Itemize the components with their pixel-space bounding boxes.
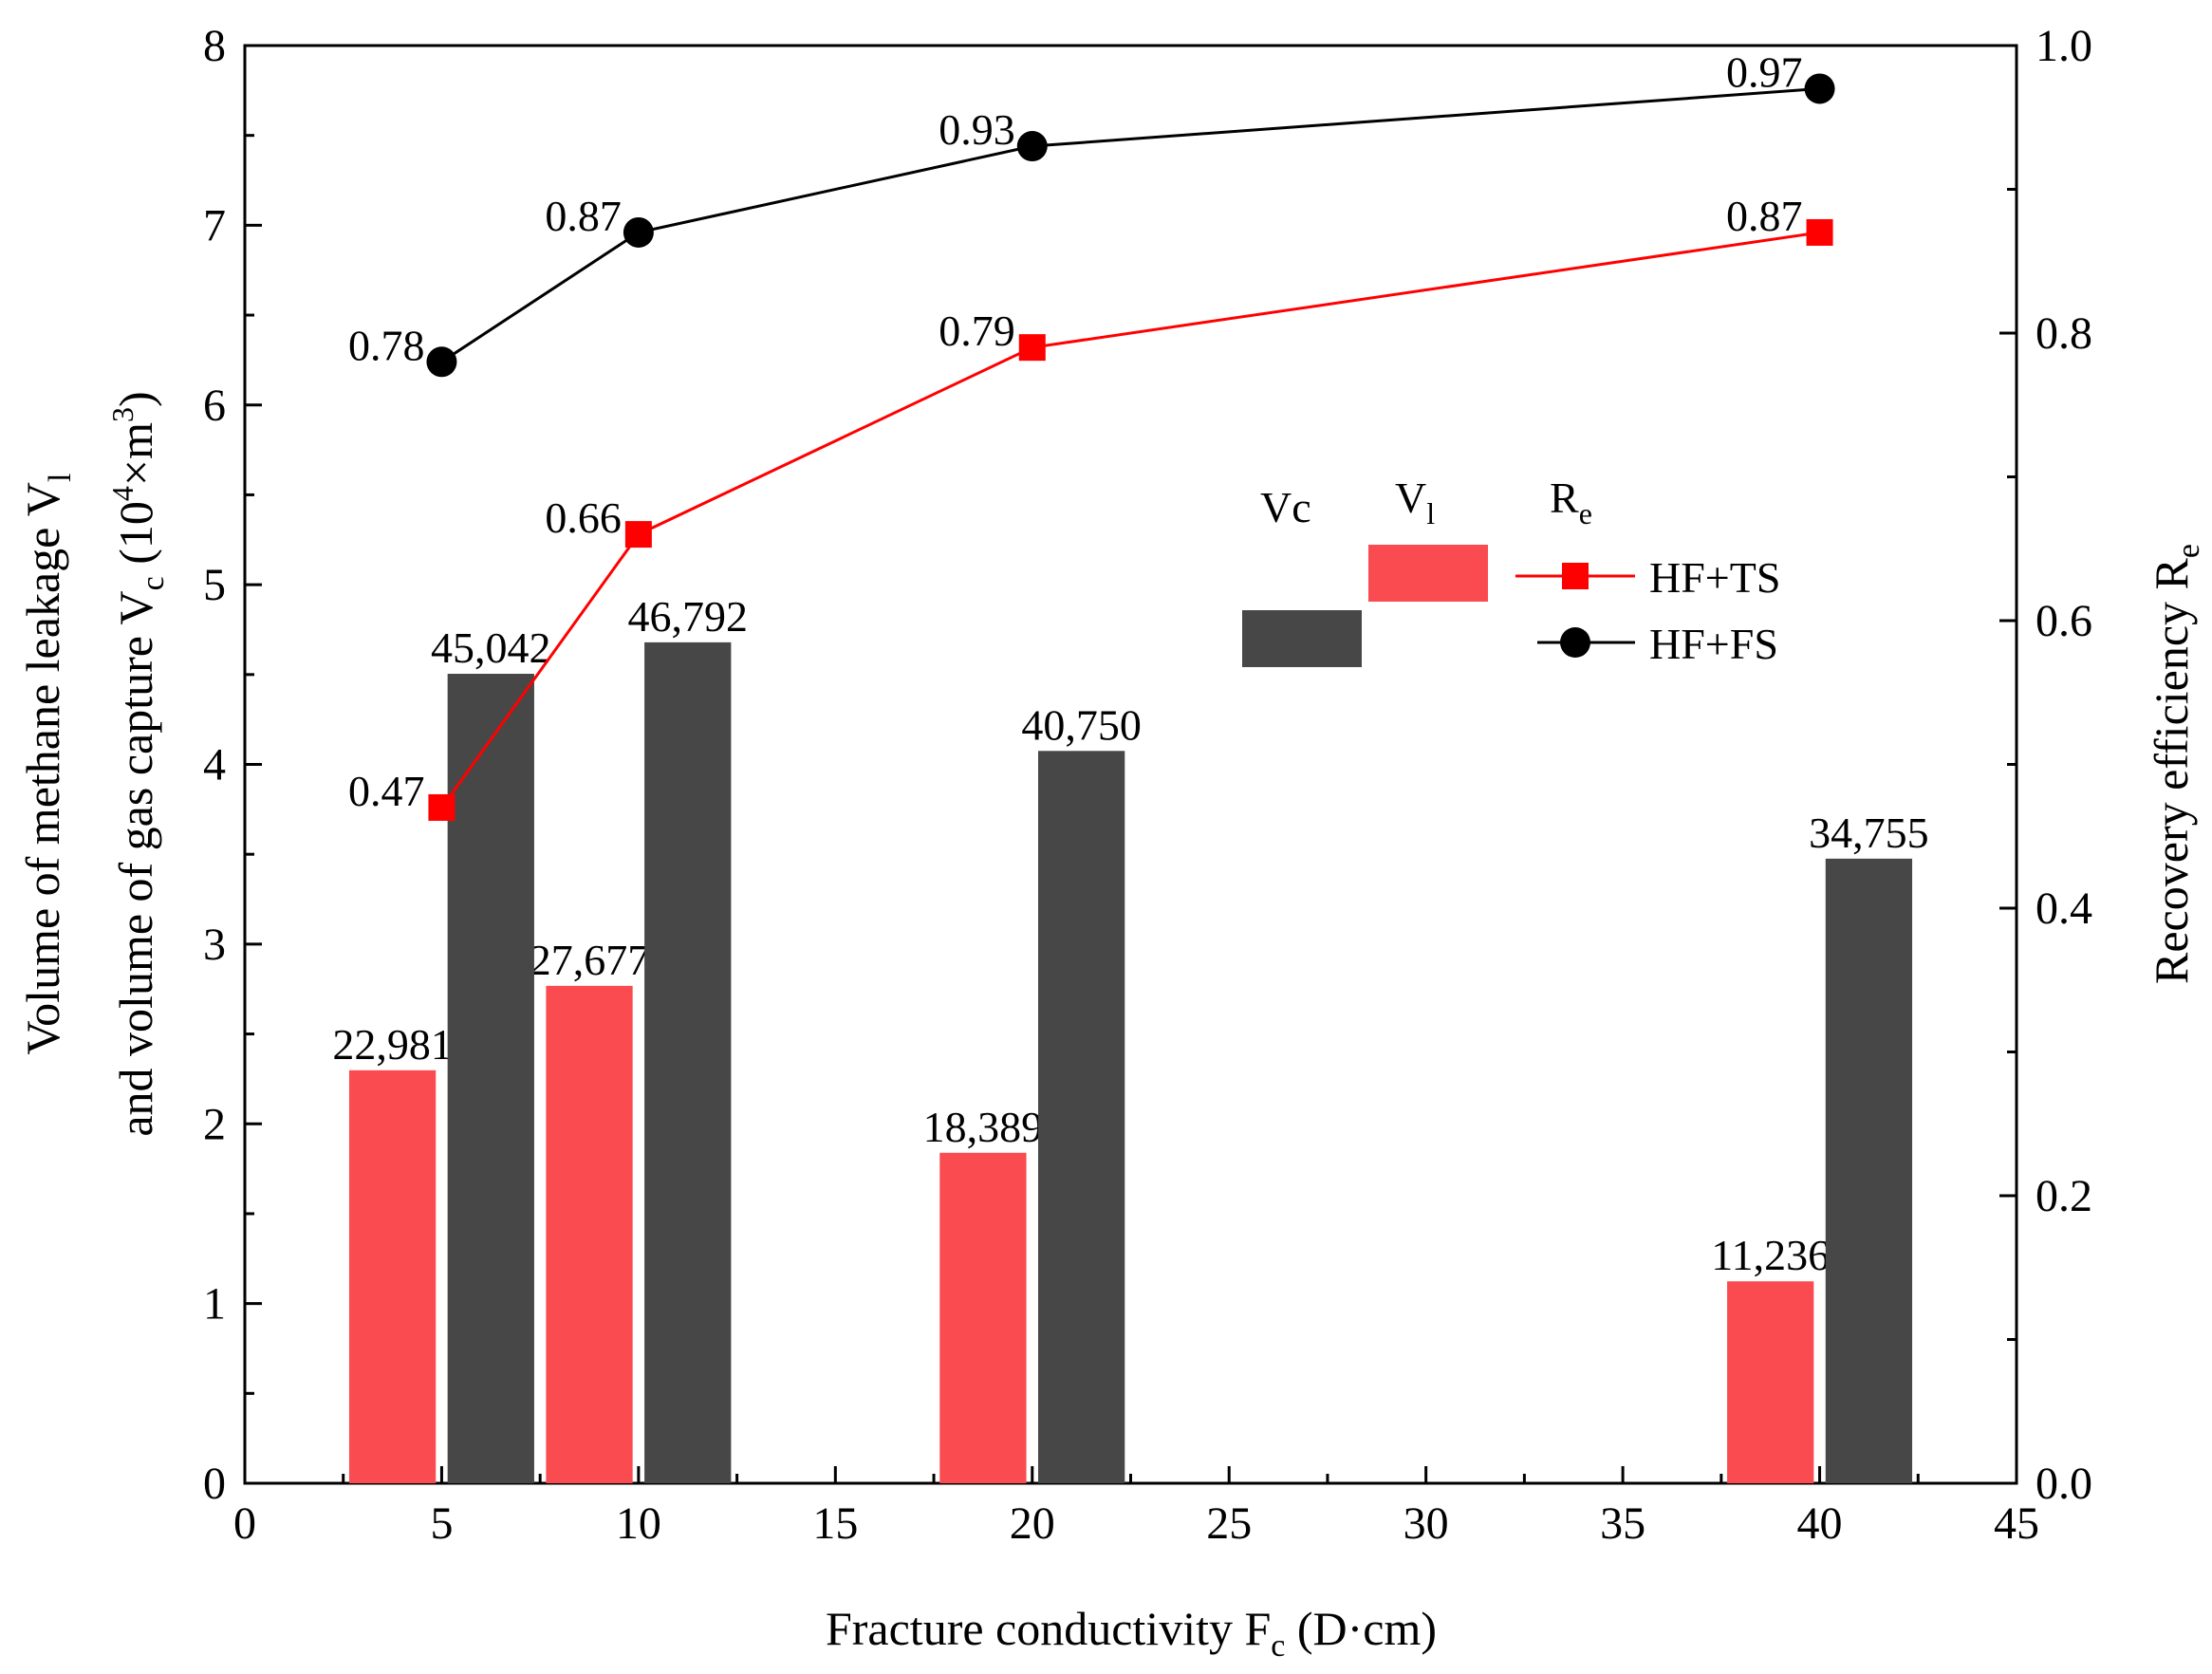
y-axis-left: 0 1 2 3 4 5 6 7 8	[203, 21, 262, 1509]
y2-tick-label: 1.0	[2035, 21, 2092, 71]
y2-axis-label-group: Recovery efficiency Re	[2145, 544, 2206, 984]
legend-head-vl: Vl	[1395, 474, 1435, 530]
bar-vc	[1825, 858, 1913, 1483]
legend-hf-fs-marker	[1560, 627, 1590, 658]
y-tick-label: 7	[203, 200, 226, 251]
line-hf-ts	[440, 231, 1820, 809]
x-tick-label: 20	[1010, 1498, 1055, 1549]
bar-value-label: 27,677	[530, 936, 650, 984]
y-tick-label: 1	[203, 1279, 226, 1330]
y2-tick-label: 0.0	[2035, 1459, 2092, 1509]
marker-hf-ts	[428, 793, 455, 821]
line-value-label: 0.97	[1726, 47, 1803, 96]
x-tick-label: 45	[1994, 1498, 2039, 1549]
legend-head-re: Re	[1550, 474, 1592, 530]
legend-head-vc: Vc	[1260, 483, 1311, 531]
bar-vc	[1038, 751, 1125, 1483]
y-tick-label: 0	[203, 1459, 226, 1509]
bar-vc	[447, 674, 534, 1483]
bar-value-label: 11,236	[1711, 1231, 1830, 1279]
y2-tick-label: 0.2	[2035, 1171, 2092, 1221]
line-value-label: 0.93	[939, 105, 1015, 154]
legend-hf-fs-label: HF+FS	[1649, 620, 1778, 668]
x-tick-label: 35	[1600, 1498, 1645, 1549]
marker-hf-fs	[1804, 73, 1835, 104]
y-axis-label-line1: Volume of methane leakage Vl	[16, 474, 78, 1055]
line-value-label: 0.47	[348, 767, 425, 815]
x-axis: 0 5 10 15 20 25 30 35 40 45	[233, 1466, 2039, 1549]
bar-v1	[546, 985, 633, 1483]
x-tick-label: 10	[616, 1498, 661, 1549]
bar-value-label: 46,792	[628, 592, 749, 641]
legend-v1-swatch	[1368, 545, 1488, 602]
x-tick-label: 25	[1206, 1498, 1252, 1549]
x-axis-label: Fracture conductivity Fc (D·cm)	[826, 1602, 1437, 1664]
line-value-label: 0.79	[939, 307, 1015, 355]
legend-hf-ts-marker	[1562, 563, 1589, 589]
y-axis-label-group: Volume of methane leakage Vl and volume …	[16, 391, 171, 1136]
marker-hf-fs	[1016, 131, 1048, 162]
legend: Vc Vl Re HF+TS HF+FS	[1242, 474, 1780, 668]
bar-v1	[1727, 1281, 1814, 1483]
x-tick-label: 40	[1797, 1498, 1843, 1549]
marker-hf-ts	[1018, 334, 1046, 362]
x-tick-label: 5	[430, 1498, 453, 1549]
y-tick-label: 4	[203, 740, 226, 790]
line-value-label: 0.87	[1726, 192, 1803, 240]
marker-hf-ts	[1806, 218, 1833, 246]
marker-hf-fs	[426, 346, 457, 378]
bar-value-label: 34,755	[1809, 809, 1929, 857]
x-tick-label: 0	[233, 1498, 256, 1549]
bar-value-label: 18,389	[923, 1103, 1044, 1151]
x-tick-label: 15	[812, 1498, 858, 1549]
line-hf-fs	[440, 86, 1820, 363]
bar-value-label: 22,981	[332, 1020, 453, 1069]
y-axis-right: 0.0 0.2 0.4 0.6 0.8 1.0	[1999, 21, 2092, 1509]
lines-layer: 0.47 0.66 0.79 0.87 0.78 0.87 0.93 0.97	[348, 47, 1835, 821]
x-tick-label: 30	[1403, 1498, 1449, 1549]
y2-tick-label: 0.4	[2035, 884, 2092, 934]
marker-hf-ts	[624, 521, 652, 549]
line-value-label: 0.87	[545, 192, 622, 240]
y2-axis-label: Recovery efficiency Re	[2145, 544, 2206, 984]
y-tick-label: 3	[203, 920, 226, 970]
y-tick-label: 5	[203, 560, 226, 610]
y2-tick-label: 0.6	[2035, 596, 2092, 646]
bar-value-label: 45,042	[431, 623, 551, 672]
legend-vc-swatch	[1242, 610, 1362, 667]
bars-layer: 22,981 27,677 18,389 11,236 45,042 46,792 40,7…	[332, 592, 1929, 1483]
y-axis-label-line2: and volume of gas capture Vc (104×m3)	[105, 391, 171, 1136]
legend-hf-ts-label: HF+TS	[1649, 553, 1780, 602]
marker-hf-fs	[623, 216, 654, 248]
bar-vc	[644, 642, 732, 1483]
bar-v1	[939, 1152, 1027, 1483]
y-tick-label: 8	[203, 21, 226, 71]
y-tick-label: 6	[203, 381, 226, 431]
line-value-label: 0.78	[348, 321, 425, 369]
line-value-label: 0.66	[545, 493, 622, 542]
y2-tick-label: 0.8	[2035, 308, 2092, 359]
bar-v1	[348, 1070, 437, 1483]
bar-value-label: 40,750	[1021, 700, 1142, 749]
y-tick-label: 2	[203, 1099, 226, 1149]
